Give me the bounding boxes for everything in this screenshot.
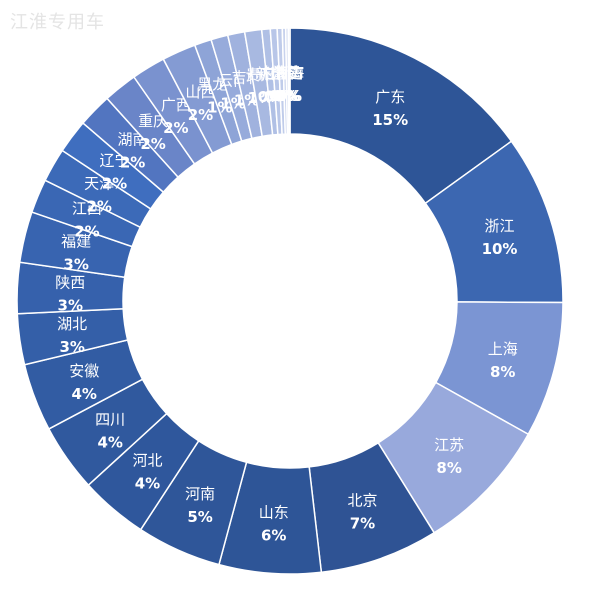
slice-label-5: 山东 [259,503,289,521]
slice-label-2: 上海 [488,340,518,358]
slice-value-17: 2% [140,135,165,153]
slice-value-27: 0% [272,87,297,105]
slice-label-0: 广东 [375,88,405,106]
slice-value-4: 7% [350,515,375,533]
slice-value-9: 4% [72,385,97,403]
watermark-text: 江淮专用车 [10,12,105,33]
slice-value-15: 2% [102,174,127,192]
slice-value-22: 1% [234,91,259,109]
slice-label-26: 内蒙古 [259,64,304,82]
slice-value-23: 1% [248,89,273,107]
slice-label-10: 湖北 [57,315,87,333]
slice-value-18: 2% [163,119,188,137]
slice-value-21: 1% [220,94,245,112]
slice-value-3: 8% [436,459,461,477]
slice-label-29: 青海 [274,64,304,82]
slice-value-13: 2% [74,222,99,240]
slice-value-11: 3% [58,296,83,314]
slice-value-2: 8% [490,363,515,381]
slice-value-19: 2% [188,106,213,124]
slice-value-7: 4% [135,475,160,493]
slice-value-5: 6% [261,526,286,544]
slice-label-8: 四川 [95,411,125,429]
slice-value-14: 2% [86,198,111,216]
slice-label-28: 海南 [273,64,303,82]
slice-value-1: 10% [482,240,518,258]
slice-value-29: 0% [277,87,302,105]
slice-value-20: 1% [207,98,232,116]
slice-label-4: 北京 [347,492,377,510]
slice-value-10: 3% [59,338,84,356]
slice-29 [287,27,291,135]
slice-value-0: 15% [372,111,408,129]
slice-label-12: 福建 [61,232,91,250]
slice-label-27: 宁夏 [270,64,300,82]
slice-label-3: 江苏 [434,436,464,454]
slice-value-8: 4% [97,434,122,452]
slice-label-18: 广西 [161,96,191,114]
slice-label-6: 河南 [185,485,215,503]
slice-value-12: 3% [63,255,88,273]
slice-label-1: 浙江 [485,217,515,235]
slice-value-6: 5% [187,508,212,526]
slice-value-16: 2% [120,153,145,171]
slice-label-7: 河北 [132,452,162,470]
slice-label-9: 安徽 [69,362,99,380]
slice-value-28: 0% [275,87,300,105]
slice-label-19: 山西 [185,83,215,101]
slice-label-11: 陕西 [55,273,85,291]
